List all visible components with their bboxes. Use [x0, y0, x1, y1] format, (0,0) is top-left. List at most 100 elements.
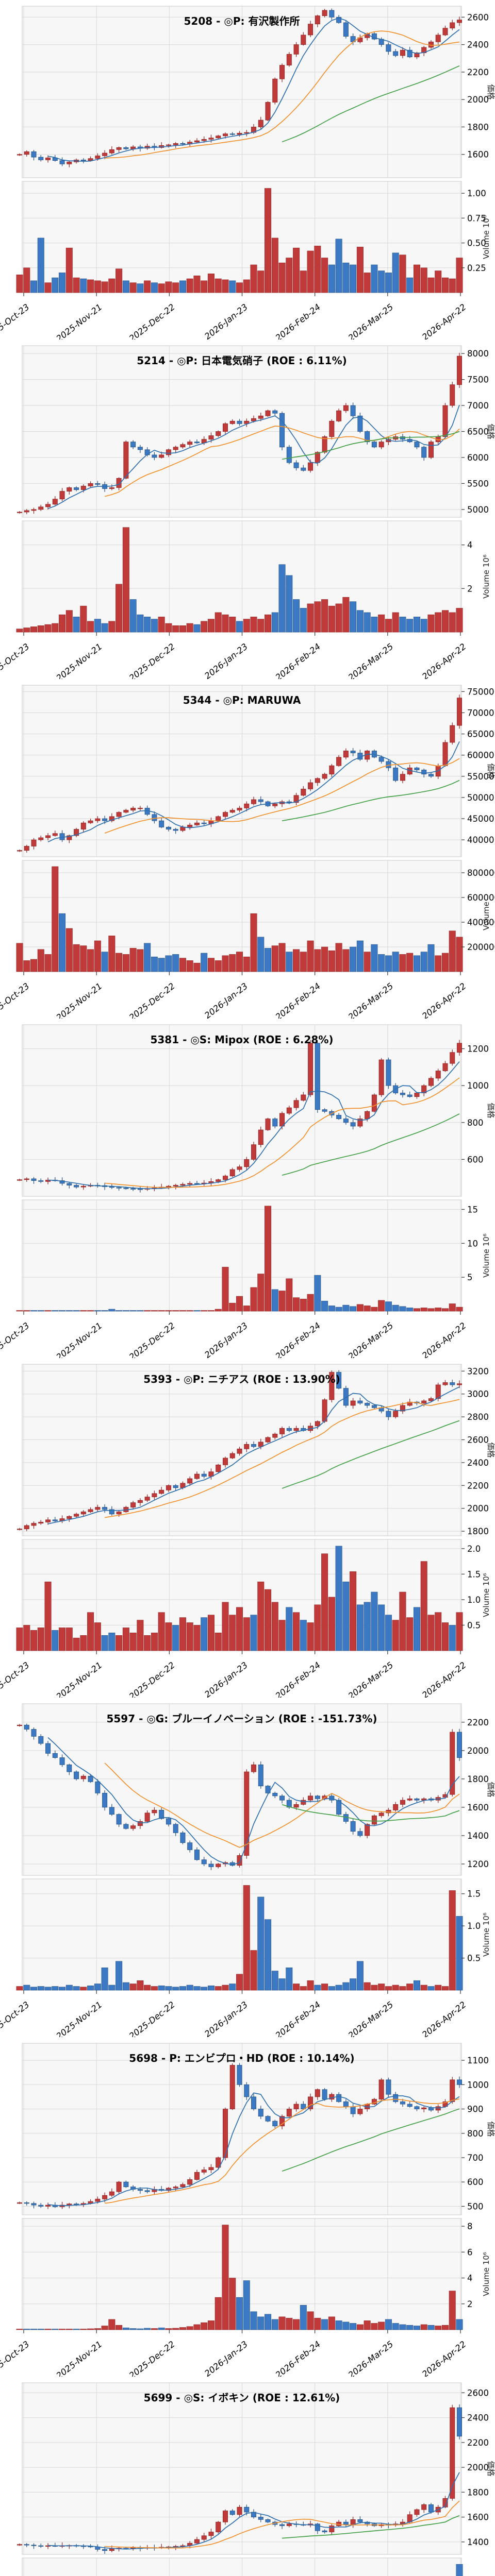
price-axis-title: 価格 [486, 1782, 495, 1797]
price-axis: 1400 1600 1800 2000 2200 2400 2600 [461, 2388, 489, 2547]
price-axis: 40000 45000 50000 55000 60000 65000 70000 75000 [461, 687, 494, 845]
date-tick-label: 2026-Apr-22 [420, 1320, 468, 1358]
date-tick-label: 2026-Feb-24 [274, 2339, 322, 2377]
ma-long-line [282, 779, 460, 822]
price-tick-label: 3200 [467, 1366, 489, 1376]
volume-tick-label: 1.0 [467, 1921, 481, 1931]
volume-tick-label: 4 [467, 540, 473, 550]
volume-tick-label: 10 [467, 1239, 478, 1248]
volume-tick-label: 600000 [467, 893, 495, 903]
chart-canvas-5698: 500 600 700 800 900 1000 1100 2 4 6 8 価格 Volume 10⁶ 2… [0, 2043, 495, 2377]
date-tick-label: 2026-Mar-25 [346, 1320, 395, 1358]
price-tick-label: 2200 [467, 67, 489, 77]
stock-chart-5344: 40000 45000 50000 55000 60000 65000 70000 75000… [0, 679, 495, 1019]
volume-bars [456, 2564, 463, 2576]
stock-chart-5381: 600 800 1000 1200 5 10 15 価格 Volume 10⁶ 2025-Oct-… [0, 1019, 495, 1358]
price-tick-label: 1000 [467, 1081, 489, 1091]
price-tick-label: 8000 [467, 349, 489, 359]
date-tick-label: 2026-Jan-23 [203, 981, 250, 1019]
volume-axis-title: Volume [482, 902, 491, 930]
date-tick-label: 2025-Oct-23 [0, 1999, 31, 2037]
volume-tick-label: 2.0 [467, 1544, 481, 1554]
ma-long-line [282, 1804, 460, 1822]
date-tick-label: 2025-Dec-22 [127, 1320, 177, 1358]
price-axis-title: 価格 [486, 2121, 495, 2137]
price-axis: 600 800 1000 1200 [461, 1044, 489, 1164]
price-tick-label: 1200 [467, 1044, 489, 1054]
ma-medium-line [105, 30, 460, 159]
stock-chart-5698: 500 600 700 800 900 1000 1100 2 4 6 8 価格 Volume 10⁶ 2… [0, 2037, 495, 2377]
date-tick-label: 2025-Dec-22 [127, 641, 177, 679]
candles [17, 352, 463, 515]
price-tick-label: 1600 [467, 1803, 489, 1812]
ma-short-line [47, 2092, 460, 2207]
date-axis: 2025-Oct-23 2025-Nov-21 2025-Dec-22 2026-Ja… [0, 972, 468, 1019]
price-axis: 500 600 700 800 900 1000 1100 [461, 2056, 489, 2211]
price-axis: 1800 2000 2200 2400 2600 2800 3000 3200 [461, 1366, 489, 1536]
price-axis-title: 価格 [486, 763, 495, 778]
chart-title: 5381 - ◎S: Mipox (ROE : 6.28%) [150, 1033, 333, 1046]
volume-axis-title: Volume 10⁶ [482, 554, 491, 599]
chart-canvas-5699: 1400160018002000220024002600200000400000… [17, 2382, 495, 2576]
date-tick-label: 2025-Dec-22 [127, 2339, 177, 2377]
price-tick-label: 2800 [467, 1412, 489, 1422]
volume-axis-title: Volume 10⁶ [482, 2252, 491, 2296]
date-tick-label: 2025-Dec-22 [127, 981, 177, 1019]
date-tick-label: 2026-Mar-25 [346, 1999, 395, 2037]
date-tick-label: 2026-Feb-24 [274, 1320, 322, 1358]
date-tick-label: 2025-Nov-21 [55, 1660, 104, 1698]
date-tick-label: 2026-Jan-23 [203, 302, 250, 340]
price-tick-label: 3000 [467, 1389, 489, 1399]
date-tick-label: 2026-Jan-23 [203, 1660, 250, 1698]
volume-tick-label: 1.00 [467, 189, 486, 198]
ma-short-line [47, 1737, 460, 1865]
ma-short-line [47, 404, 460, 510]
price-tick-label: 6500 [467, 427, 489, 437]
date-tick-label: 2025-Oct-23 [0, 1660, 31, 1698]
ma-short-line [47, 1386, 460, 1524]
price-tick-label: 1000 [467, 2080, 489, 2090]
price-axis: 1200 1400 1600 1800 2000 2200 [461, 1718, 489, 1869]
ma-medium-line [104, 1399, 460, 1518]
date-tick-label: 2026-Mar-25 [346, 302, 395, 340]
date-tick-label: 2026-Feb-24 [274, 981, 322, 1019]
volume-axis: 0.25 0.50 0.75 1.00 [461, 189, 486, 273]
volume-tick-label: 2 [467, 584, 473, 594]
date-tick-label: 2026-Apr-22 [420, 1999, 468, 2037]
candles [17, 694, 463, 853]
volume-tick-label: 0.5 [467, 1954, 481, 1963]
price-tick-label: 2600 [467, 12, 489, 22]
date-tick-label: 2026-Jan-23 [203, 1320, 250, 1358]
ma-medium-line [104, 426, 460, 497]
volume-tick-label: 0.50 [467, 239, 486, 248]
price-tick-label: 2600 [467, 1435, 489, 1445]
volume-tick-label: 200000 [467, 942, 495, 952]
price-tick-label: 600 [467, 2177, 484, 2187]
date-tick-label: 2026-Mar-25 [346, 641, 395, 679]
date-tick-label: 2025-Nov-21 [55, 1320, 104, 1358]
volume-bars [16, 866, 463, 972]
price-tick-label: 45000 [467, 814, 494, 824]
date-tick-label: 2025-Oct-23 [0, 302, 31, 340]
price-tick-label: 7500 [467, 375, 489, 385]
volume-tick-label: 0.75 [467, 213, 486, 223]
volume-tick-label: 6 [467, 2247, 473, 2257]
volume-bars [16, 188, 463, 293]
date-tick-label: 2026-Feb-24 [274, 302, 322, 340]
date-tick-label: 2026-Mar-25 [346, 1660, 395, 1698]
date-tick-label: 2025-Oct-23 [0, 641, 31, 679]
volume-tick-label: 1.5 [467, 1569, 481, 1579]
volume-tick-label: 800000 [467, 868, 495, 878]
volume-tick-label: 2 [467, 2299, 473, 2309]
volume-tick-label: 4 [467, 2274, 473, 2283]
date-tick-label: 2026-Mar-25 [346, 981, 395, 1019]
volume-tick-label: 400000 [467, 918, 495, 927]
price-tick-label: 6000 [467, 453, 489, 463]
stock-chart-5208: 1600 1800 2000 2200 2400 2600 0.25 0.50 0.75 1.00… [0, 0, 495, 340]
chart-title: 5344 - ◎P: MARUWA [183, 694, 301, 706]
ma-medium-line [104, 1762, 460, 1848]
price-axis-title: 価格 [486, 1103, 495, 1118]
price-tick-label: 2400 [467, 1458, 489, 1468]
price-tick-label: 60000 [467, 751, 494, 760]
date-tick-label: 2026-Apr-22 [420, 1660, 468, 1698]
